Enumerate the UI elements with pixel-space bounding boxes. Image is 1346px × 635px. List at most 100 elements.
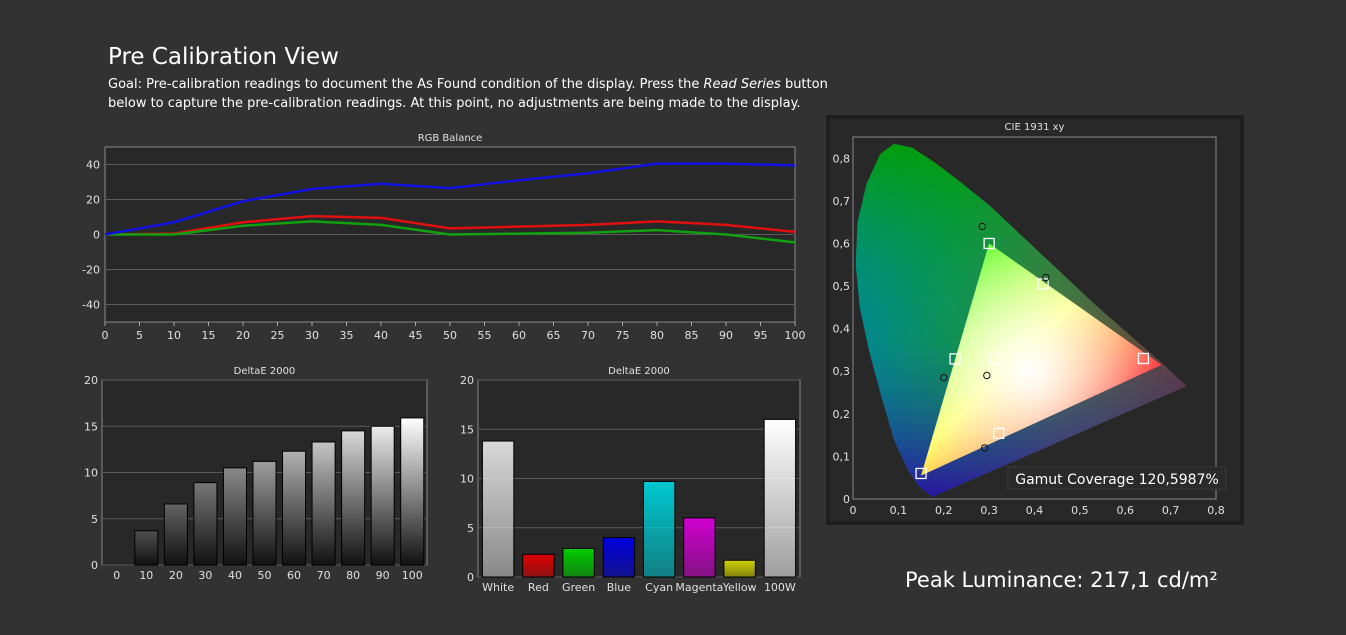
rgb-xtick-label: 5 — [136, 329, 143, 342]
de-gray-ytick-label: 20 — [84, 374, 98, 387]
cie-xtick-label: 0,7 — [1162, 504, 1180, 517]
rgb-xtick-label: 95 — [754, 329, 768, 342]
cie-target-square — [989, 353, 1001, 365]
rgb-xtick-label: 80 — [650, 329, 664, 342]
cie-target-square — [915, 467, 927, 480]
de-gray-xtick-label: 10 — [139, 569, 153, 582]
de-gray-bar — [370, 425, 395, 566]
deltae-color-chart: DeltaE 2000 20 15 10 5 0 White Red Green Blue Cyan… — [460, 366, 801, 594]
de-color-title: DeltaE 2000 — [608, 366, 670, 377]
de-color-ytick-label: 0 — [467, 571, 474, 584]
de-gray-bar — [163, 503, 188, 566]
de-color-bar — [683, 517, 716, 578]
rgb-xtick-label: 65 — [547, 329, 561, 342]
cie-target-square — [949, 353, 961, 365]
de-gray-bar — [282, 450, 307, 566]
rgb-series-blue-line — [104, 162, 796, 236]
rgb-ytick-label: 0 — [93, 229, 100, 242]
gamut-coverage-label: Gamut Coverage 120,5987% — [1015, 472, 1219, 488]
goal-read-series: Read Series — [703, 77, 781, 92]
de-gray-xtick-label: 60 — [287, 569, 301, 582]
cie-xtick-label: 0,3 — [980, 504, 998, 517]
de-gray-xtick-label: 80 — [346, 569, 360, 582]
de-gray-bar — [222, 467, 247, 566]
cie-xtick-label: 0,4 — [1026, 504, 1044, 517]
rgb-xtick-label: 90 — [719, 329, 733, 342]
cie-measured-point — [980, 444, 989, 452]
goal-text: Goal: Pre-calibration readings to docume… — [108, 75, 868, 113]
de-color-bar — [481, 440, 515, 578]
cie-ytick-label: 0,7 — [833, 195, 851, 208]
cie-xtick-label: 0,5 — [1071, 504, 1089, 517]
rgb-xtick-label: 55 — [478, 329, 492, 342]
rgb-ytick-label: -20 — [82, 264, 100, 277]
de-color-bar — [522, 553, 555, 578]
rgb-xtick-label: 35 — [340, 329, 354, 342]
rgb-series-green-line — [105, 220, 796, 244]
rgb-xtick-label: 85 — [685, 329, 699, 342]
rgb-series-red-line — [104, 214, 796, 236]
de-gray-xtick-label: 40 — [228, 569, 242, 582]
de-color-bar — [602, 537, 636, 578]
cie-ytick-label: 0,5 — [833, 280, 851, 293]
de-gray-xtick-label: 100 — [402, 569, 423, 582]
de-color-bar — [642, 480, 676, 578]
cie-ytick-label: 0,6 — [833, 237, 851, 250]
de-gray-bar — [311, 441, 336, 566]
rgb-ytick-label: -40 — [82, 299, 100, 312]
rgb-xtick-label: 75 — [616, 329, 630, 342]
cie-ytick-label: 0,3 — [833, 365, 851, 378]
cie-measured-point — [978, 222, 987, 231]
rgb-xtick-label: 15 — [202, 329, 216, 342]
cie-xtick-label: 0 — [850, 504, 857, 517]
rgb-chart-title: RGB Balance — [418, 133, 483, 144]
goal-text-start: Goal: Pre-calibration readings to docume… — [108, 77, 704, 92]
cie-xtick-label: 0,8 — [1207, 504, 1225, 517]
de-gray-ytick-label: 10 — [84, 467, 98, 480]
rgb-xtick-label: 30 — [305, 329, 319, 342]
de-gray-xtick-label: 70 — [317, 569, 331, 582]
rgb-xtick-label: 60 — [512, 329, 526, 342]
rgb-xtick-label: 70 — [581, 329, 595, 342]
cie-measured-point — [1042, 273, 1050, 282]
cie-1931-chart: CIE 1931 xy 0,8 0,7 0,6 0,5 0,4 0,3 0,2 0,1 00 0,1… — [826, 115, 1244, 525]
de-gray-title: DeltaE 2000 — [234, 366, 296, 377]
rgb-xtick-label: 10 — [167, 329, 181, 342]
de-gray-ytick-label: 15 — [84, 420, 98, 433]
cie-measured-point — [983, 371, 991, 380]
de-gray-ytick-label: 0 — [91, 559, 98, 572]
rgb-xtick-label: 100 — [785, 329, 806, 342]
rgb-xtick-label: 25 — [271, 329, 285, 342]
de-color-bar — [562, 547, 595, 578]
de-color-bar — [723, 559, 756, 578]
rgb-xtick-label: 20 — [236, 329, 250, 342]
de-gray-xtick-label: 50 — [258, 569, 272, 582]
rgb-xtick-label: 0 — [102, 329, 109, 342]
rgb-balance-chart: RGB Balance 40 20 0 -20 -40 0 5 10 15 20 25 30 35 40 45… — [82, 133, 806, 342]
rgb-ytick-label: 40 — [86, 159, 100, 172]
cie-ytick-label: 0,2 — [833, 408, 851, 421]
cie-target-square — [983, 237, 995, 250]
cie-target-square — [993, 427, 1005, 440]
peak-luminance: Peak Luminance: 217,1 cd/m² — [905, 568, 1218, 592]
de-gray-xtick-label: 0 — [113, 569, 120, 582]
de-gray-bar — [252, 460, 277, 566]
cie-xtick-label: 0,1 — [890, 504, 908, 517]
de-color-xtick-label: Green — [562, 581, 595, 594]
de-gray-bar — [341, 430, 366, 566]
de-gray-bar — [134, 530, 159, 566]
de-color-xtick-label: White — [482, 581, 514, 594]
page-title: Pre Calibration View — [108, 44, 339, 70]
cie-xtick-label: 0,6 — [1117, 504, 1135, 517]
de-color-xtick-label: Cyan — [645, 581, 673, 594]
cie-gamut-box — [1007, 466, 1227, 490]
cie-target-square — [1137, 352, 1150, 365]
cie-title: CIE 1931 xy — [1005, 122, 1065, 133]
de-gray-xtick-label: 90 — [376, 569, 390, 582]
de-color-xtick-label: Yellow — [722, 581, 757, 594]
cie-ytick-label: 0,1 — [833, 450, 851, 463]
de-color-xtick-label: Blue — [607, 581, 632, 594]
de-gray-ytick-label: 5 — [91, 513, 98, 526]
rgb-ytick-label: 20 — [86, 194, 100, 207]
rgb-xtick-label: 40 — [374, 329, 388, 342]
